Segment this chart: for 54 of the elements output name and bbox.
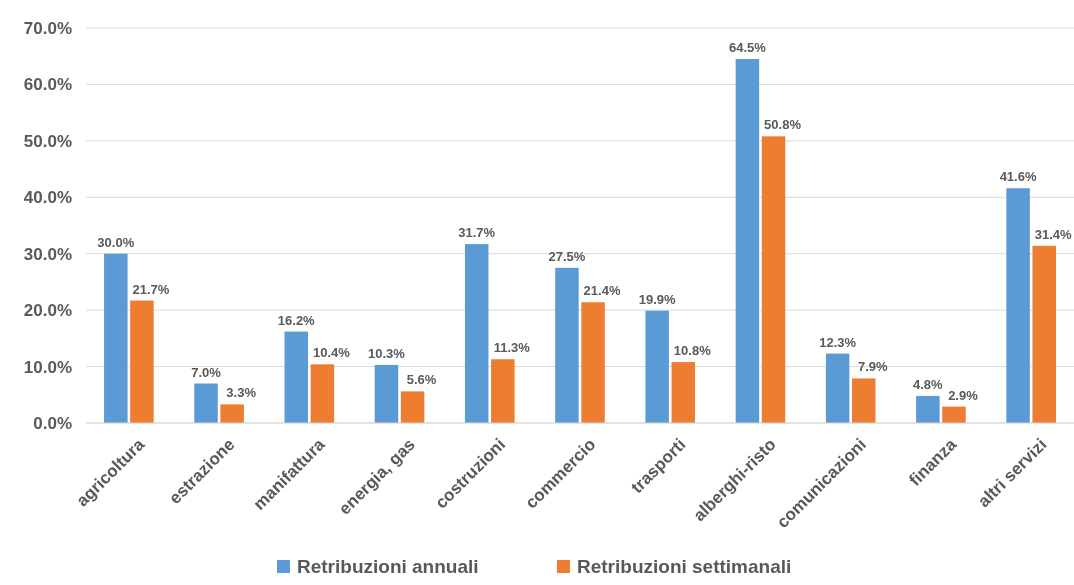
data-label: 4.8% bbox=[913, 376, 944, 392]
legend-label: Retribuzioni settimanali bbox=[577, 556, 792, 577]
bar bbox=[825, 353, 850, 423]
y-tick-label: 20.0% bbox=[23, 301, 72, 321]
bar bbox=[645, 310, 669, 423]
data-label: 16.2% bbox=[277, 312, 316, 328]
data-label: 10.4% bbox=[312, 345, 351, 361]
data-label: 31.4% bbox=[1034, 226, 1073, 242]
bar bbox=[1032, 245, 1056, 423]
data-label: 50.8% bbox=[764, 117, 802, 133]
data-label: 10.8% bbox=[673, 343, 712, 359]
bar bbox=[374, 364, 399, 423]
data-label: 64.5% bbox=[728, 40, 767, 56]
bar bbox=[400, 391, 425, 423]
data-label: 7.0% bbox=[191, 364, 222, 380]
data-label: 21.4% bbox=[583, 283, 621, 299]
bar bbox=[916, 395, 940, 423]
bar bbox=[104, 253, 128, 423]
bar bbox=[761, 136, 786, 423]
bar bbox=[735, 59, 760, 423]
bar bbox=[1006, 188, 1030, 423]
data-label: 21.7% bbox=[132, 281, 170, 297]
data-label: 27.5% bbox=[548, 248, 586, 264]
bar bbox=[130, 300, 154, 423]
bar bbox=[555, 267, 579, 423]
data-label: 10.3% bbox=[368, 345, 406, 361]
bar bbox=[491, 359, 515, 423]
y-tick-label: 10.0% bbox=[23, 357, 72, 377]
data-label: 2.9% bbox=[948, 387, 979, 403]
data-label: 12.3% bbox=[819, 334, 857, 350]
data-label: 11.3% bbox=[493, 340, 531, 356]
data-label: 3.3% bbox=[226, 385, 257, 401]
data-label: 41.6% bbox=[999, 169, 1037, 185]
bar bbox=[284, 331, 309, 423]
data-label: 5.6% bbox=[406, 372, 437, 388]
legend-label: Retribuzioni annuali bbox=[297, 556, 479, 577]
data-label: 30.0% bbox=[97, 234, 135, 250]
y-tick-label: 60.0% bbox=[23, 75, 72, 95]
y-tick-label: 70.0% bbox=[23, 19, 72, 38]
bar bbox=[671, 362, 696, 423]
bar bbox=[581, 302, 605, 423]
bar bbox=[194, 383, 218, 423]
bar bbox=[851, 378, 876, 423]
y-tick-label: 30.0% bbox=[23, 244, 72, 264]
bar bbox=[464, 244, 489, 423]
y-tick-label: 40.0% bbox=[23, 188, 72, 208]
data-label: 31.7% bbox=[458, 225, 496, 241]
bar bbox=[942, 406, 966, 423]
data-label: 7.9% bbox=[857, 359, 888, 375]
bar bbox=[220, 404, 244, 423]
y-tick-label: 50.0% bbox=[23, 131, 72, 151]
data-label: 19.9% bbox=[638, 291, 677, 307]
y-tick-label: 0.0% bbox=[33, 414, 72, 433]
bar bbox=[310, 364, 335, 423]
